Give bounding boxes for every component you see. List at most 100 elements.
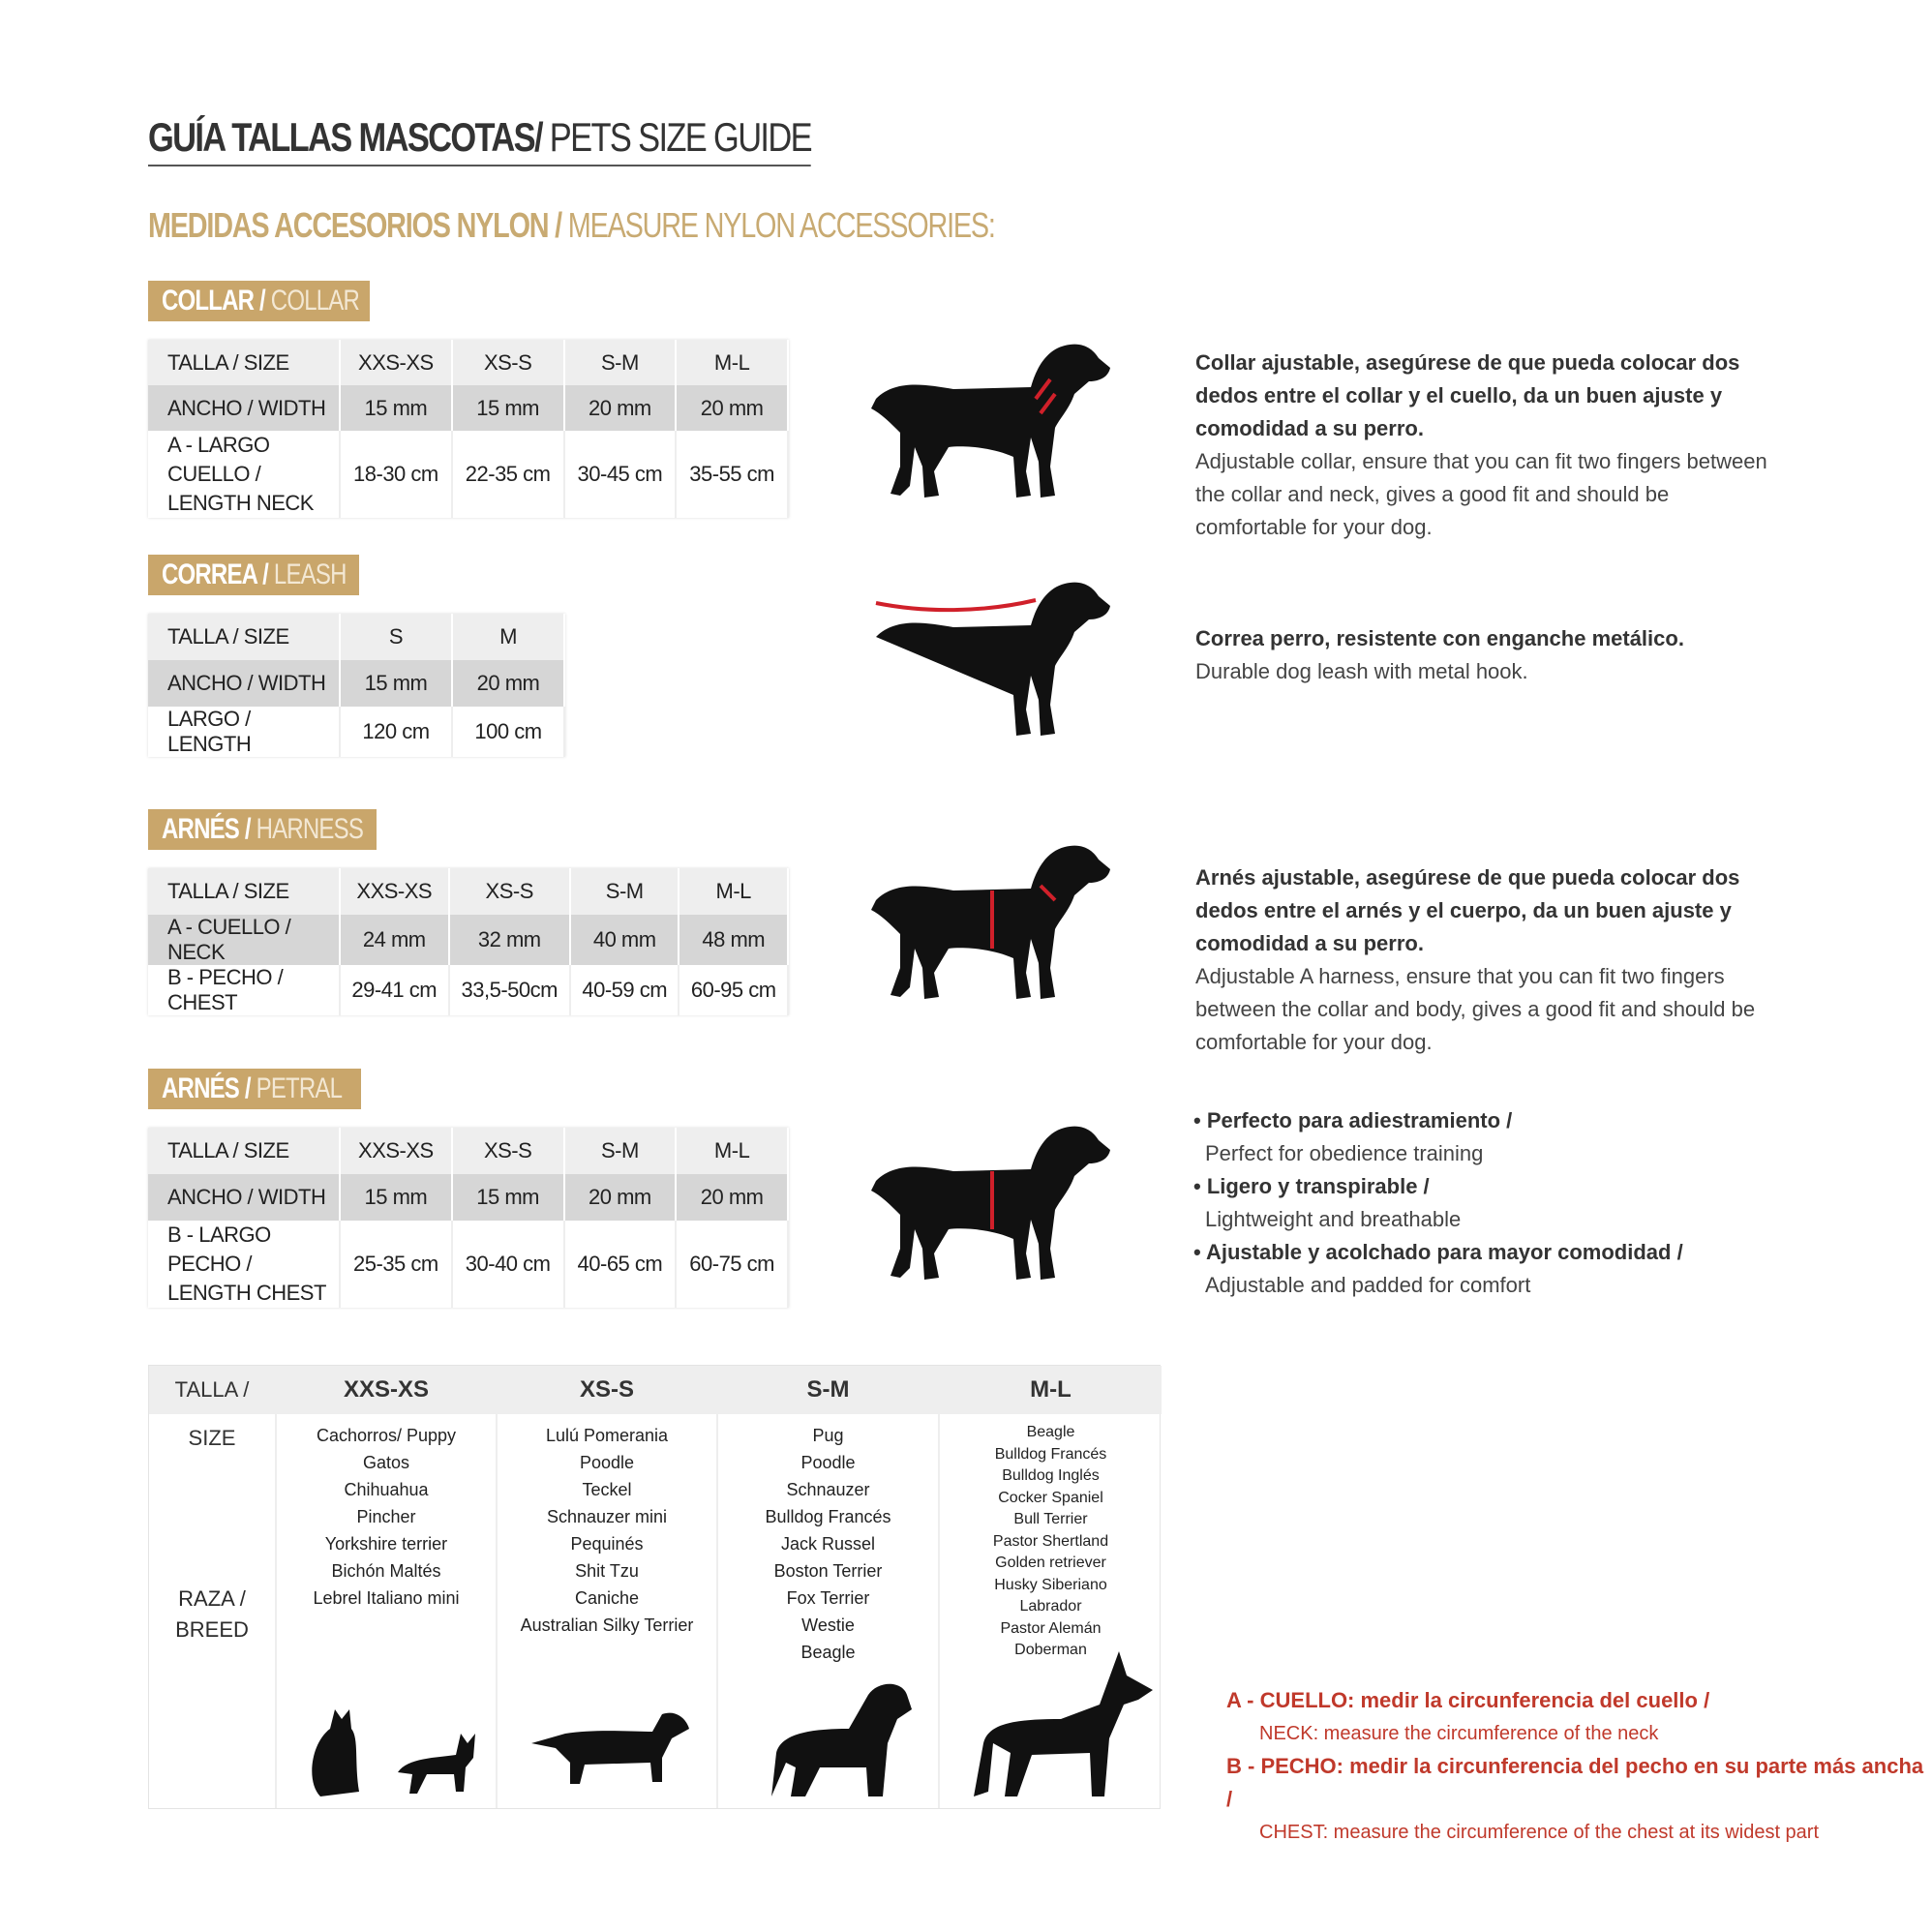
dachshund-icon (531, 1712, 689, 1784)
petral-table: TALLA / SIZE XXS-XS XS-S S-M M-L ANCHO / WID… (148, 1128, 789, 1308)
harness-desc_en: Adjustable A harness, ensure that you ca… (1195, 964, 1756, 1054)
title-es: GUÍA TALLAS MASCOTAS/ (148, 114, 544, 160)
leash-badge_en: LEASH (273, 558, 347, 590)
collar-badge_en: COLLAR (270, 285, 360, 317)
breeds-columns-3-list-3: Cocker Spaniel (998, 1489, 1103, 1506)
collar-desc_es: Collar ajustable, asegúrese de que pueda… (1195, 350, 1740, 440)
leash-rows-0-1: 15 mm (340, 660, 453, 707)
breeds-columns-1-list-7: Australian Silky Terrier (520, 1615, 694, 1635)
harness-header-1: XXS-XS (340, 868, 450, 915)
petral-header-4: M-L (676, 1128, 789, 1174)
petral-header-0: TALLA / SIZE (148, 1128, 341, 1174)
petral-badge_en: PETRAL (256, 1072, 343, 1104)
breeds-columns-3-list-7: Husky Siberiano (994, 1576, 1107, 1593)
breeds-columns-0-list-5: Bichón Maltés (331, 1561, 441, 1581)
leash-desc_es: Correa perro, resistente con enganche me… (1195, 626, 1684, 650)
breeds-columns-0-list-3: Pincher (356, 1507, 416, 1526)
harness-rows-0-0: A - CUELLO / NECK (148, 915, 341, 965)
leash-rows-0-0: ANCHO / WIDTH (148, 660, 341, 707)
harness-rows-1-3: 40-59 cm (569, 965, 680, 1015)
petral-header-1: XXS-XS (340, 1128, 453, 1174)
breeds-columns-3-list-9: Pastor Alemán (1000, 1619, 1102, 1637)
collar-rows-0-3: 20 mm (563, 385, 678, 431)
breeds-columns-1-list-6: Caniche (574, 1588, 640, 1608)
petral-header-2: XS-S (451, 1128, 565, 1174)
petral-rows-0-3: 20 mm (563, 1174, 678, 1221)
breed-list: Beagle Bulldog Francés Bulldog Inglés Cocke… (940, 1414, 1162, 1662)
breed-column-m-l: M-L Beagle Bulldog Francés Bulldog Inglés C… (940, 1366, 1162, 1808)
leash-desc_en: Durable dog leash with metal hook. (1195, 659, 1528, 683)
leash-rows-1-0: LARGO / LENGTH (148, 707, 341, 757)
breeds-columns-2-list-2: Schnauzer (786, 1480, 870, 1499)
breeds-columns-0-list-4: Yorkshire terrier (324, 1534, 448, 1554)
breeds-columns-3-list-0: Beagle (1026, 1424, 1075, 1440)
breeds-columns-1-list-2: Teckel (582, 1480, 632, 1499)
petral-bullets-1-en: Lightweight and breathable (1205, 1207, 1462, 1231)
breed-column-xs-s: XS-S Lulú Pomerania Poodle Teckel Schnauzer… (498, 1366, 718, 1808)
title-en: PETS SIZE GUIDE (549, 114, 813, 160)
harness-rows-0-3: 40 mm (569, 915, 680, 965)
harness-header-3: S-M (569, 868, 680, 915)
breeds-columns-0-list-2: Chihuahua (344, 1480, 429, 1499)
breeds-columns-0-list-1: Gatos (362, 1453, 410, 1472)
breed-list: Pug Poodle Schnauzer Bulldog Francés Jack Ru… (718, 1414, 938, 1666)
harness-rows-0-4: 48 mm (679, 915, 789, 965)
harness-table: TALLA / SIZE XXS-XS XS-S S-M M-L A - CUELLO … (148, 868, 789, 1015)
measurement-notes: A - CUELLO: medir la circunferencia del … (1226, 1684, 1932, 1849)
breeds-columns-2-size: S-M (718, 1366, 938, 1414)
breeds-columns-2-list-4: Jack Russel (780, 1534, 876, 1554)
harness-header-4: M-L (679, 868, 789, 915)
breeds-columns-2-list-6: Fox Terrier (786, 1588, 870, 1608)
harness-header-0: TALLA / SIZE (148, 868, 341, 915)
harness-badge_en: HARNESS (256, 813, 364, 845)
breeds-columns-3-list-10: Doberman (1014, 1642, 1087, 1658)
breeds-columns-1-list-5: Shit Tzu (575, 1561, 639, 1581)
breeds-columns-2-list-3: Bulldog Francés (765, 1507, 891, 1526)
harness-description: Arnés ajustable, asegúrese de que pueda … (1195, 861, 1776, 1059)
collar-rows-0-0: ANCHO / WIDTH (148, 385, 341, 431)
breed-list: Cachorros/ Puppy Gatos Chihuahua Pincher Yor… (277, 1414, 496, 1612)
leash-header-2: M (452, 614, 565, 660)
notes-1-en: CHEST: measure the circumference of the … (1259, 1822, 1820, 1843)
notes-0-es: A - CUELLO: medir la circunferencia del … (1226, 1688, 1710, 1712)
petral-rows-1-1: 25-35 cm (340, 1221, 453, 1308)
collar-header-0: TALLA / SIZE (148, 340, 341, 385)
page-title: GUÍA TALLAS MASCOTAS/ PETS SIZE GUIDE (148, 114, 813, 166)
petral-bullets-0-es: • Perfecto para adiestramiento / (1193, 1108, 1513, 1132)
doberman-icon (974, 1651, 1153, 1796)
petral-features: • Perfecto para adiestramiento / Perfect … (1193, 1104, 1683, 1302)
breeds-columns-3-list-1: Bulldog Francés (994, 1445, 1107, 1463)
leash-rows-0-2: 20 mm (452, 660, 565, 707)
breeds-columns-2-list-5: Boston Terrier (773, 1561, 883, 1581)
collar-header-2: XS-S (451, 340, 565, 385)
dog-harness-icon (871, 845, 1110, 999)
section-subtitle: MEDIDAS ACCESORIOS NYLON / MEASURE NYLON… (148, 205, 996, 246)
collar-header-3: S-M (563, 340, 678, 385)
breeds-columns-1-list-4: Pequinés (570, 1534, 644, 1554)
breeds-columns-2-list-1: Poodle (800, 1453, 856, 1472)
breeds-columns-3-list-5: Pastor Shertland (992, 1532, 1109, 1550)
leash-header-1: S (340, 614, 453, 660)
petral-rows-0-0: ANCHO / WIDTH (148, 1174, 341, 1221)
petral-rows-1-2: 30-40 cm (451, 1221, 565, 1308)
breeds-columns-0-list-6: Lebrel Italiano mini (313, 1588, 460, 1608)
petral-rows-0-4: 20 mm (676, 1174, 789, 1221)
collar-rows-1-4: 35-55 cm (676, 431, 789, 518)
collar-rows-0-2: 15 mm (451, 385, 565, 431)
petral-rows-1-3: 40-65 cm (563, 1221, 678, 1308)
notes-1-es: B - PECHO: medir la circunferencia del p… (1226, 1754, 1924, 1811)
collar-header-1: XXS-XS (340, 340, 453, 385)
dog-collar-icon (871, 344, 1110, 498)
breeds-columns-2-list-8: Beagle (800, 1643, 856, 1662)
breeds-columns-2-list-0: Pug (812, 1426, 844, 1445)
subtitle-es: MEDIDAS ACCESORIOS NYLON / (148, 205, 562, 245)
breeds-columns-1-list-1: Poodle (579, 1453, 635, 1472)
petral-rows-0-1: 15 mm (340, 1174, 453, 1221)
breeds-columns-3-list-4: Bull Terrier (1013, 1511, 1088, 1527)
harness-rows-1-2: 33,5-50cm (448, 965, 571, 1015)
collar-desc_en: Adjustable collar, ensure that you can f… (1195, 449, 1767, 539)
breed-column-xxs-xs: XXS-XS Cachorros/ Puppy Gatos Chihuahua Pin… (277, 1366, 498, 1808)
leash-header-0: TALLA / SIZE (148, 614, 341, 660)
harness-badge_es: ARNÉS / (162, 813, 252, 845)
breed-list: Lulú Pomerania Poodle Teckel Schnauzer mini… (498, 1414, 716, 1639)
